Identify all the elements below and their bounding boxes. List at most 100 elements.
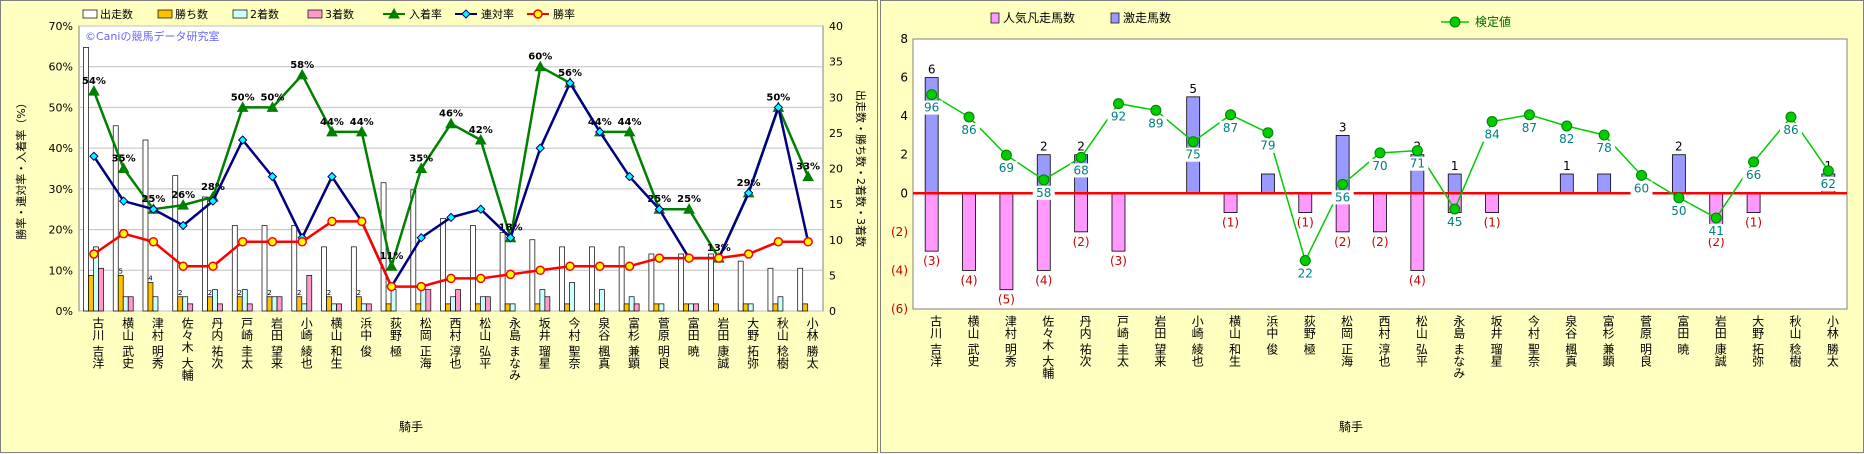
test-value-label: 22 bbox=[1298, 267, 1313, 281]
right-tick-label: 30 bbox=[829, 91, 843, 104]
bar-2着数 bbox=[331, 303, 337, 312]
point-検定値 bbox=[1225, 109, 1237, 121]
test-value-label-bg bbox=[1032, 185, 1055, 200]
test-value-label-bg bbox=[995, 161, 1018, 176]
bar-出走数 bbox=[172, 175, 179, 312]
bar-人気凡走馬数 bbox=[1298, 192, 1313, 213]
point-連対率 bbox=[773, 102, 784, 113]
point-勝率 bbox=[178, 261, 188, 271]
win-rate-chart-panel: 0% 10% 20% 30% 40% 50% 60% 70% 0 5 10 15 20 25 30 35 40 5… bbox=[0, 0, 878, 453]
legend-label: 激走馬数 bbox=[1123, 10, 1171, 25]
bar-人気凡走馬数 bbox=[1373, 192, 1387, 233]
bar-勝ち数 bbox=[147, 282, 154, 312]
bar-top-label: 2 bbox=[1077, 140, 1085, 154]
rate-data-label: 42% bbox=[469, 125, 493, 136]
point-検定値 bbox=[963, 111, 975, 123]
rate-data-label: 44% bbox=[320, 117, 344, 128]
x-axis-label: 騎手 bbox=[1339, 420, 1363, 434]
rate-data-label: 35% bbox=[112, 154, 136, 165]
bar-2着数 bbox=[658, 303, 665, 312]
jockey-label: 古川 吉洋 bbox=[929, 314, 943, 367]
point-入着率 bbox=[445, 117, 457, 129]
point-連対率 bbox=[208, 196, 218, 206]
bar-3着数 bbox=[127, 296, 134, 312]
jockey-label: 丹内 祐次 bbox=[210, 317, 224, 369]
bar-出走数 bbox=[797, 267, 804, 312]
bar-出走数 bbox=[559, 246, 565, 312]
jockey-label: 泉谷 楓真 bbox=[1564, 315, 1578, 368]
bar-count-label: 2 bbox=[238, 289, 242, 297]
tick-label: 6 bbox=[900, 71, 908, 85]
bar-出走数 bbox=[499, 232, 506, 312]
point-検定値 bbox=[1785, 111, 1797, 123]
bar-人気凡走馬数 bbox=[1223, 192, 1238, 213]
bar-勝ち数 bbox=[564, 303, 570, 312]
bar-激走馬数 bbox=[1261, 173, 1275, 194]
test-value-label: 62 bbox=[1821, 177, 1836, 191]
bar-bottom-label: (2) bbox=[1372, 235, 1389, 249]
bar-出走数 bbox=[380, 182, 387, 312]
jockey-label: 小崎 綾也 bbox=[1190, 315, 1204, 367]
test-value-label: 58 bbox=[1036, 186, 1051, 200]
bar-勝ち数 bbox=[207, 296, 213, 312]
rate-data-label: 54% bbox=[82, 76, 106, 87]
point-勝率 bbox=[386, 281, 397, 292]
right-axis-label: 出走数・勝ち数・2着数・3着数 bbox=[854, 90, 868, 247]
test-value-label-bg bbox=[1070, 163, 1093, 178]
jockey-label: 横山 武史 bbox=[966, 315, 980, 367]
right-tick-label: 35 bbox=[829, 56, 843, 69]
bar-出走数 bbox=[678, 253, 685, 312]
bar-出走数 bbox=[112, 125, 119, 312]
bar-出走数 bbox=[261, 225, 268, 312]
right-tick-label: 15 bbox=[829, 198, 843, 211]
bar-勝ち数 bbox=[623, 303, 630, 312]
legend-swatch bbox=[157, 9, 173, 19]
right-tick-label: 5 bbox=[829, 269, 836, 282]
test-value-label-bg bbox=[1667, 203, 1690, 218]
jockey-label: 永島 まなみ bbox=[508, 317, 522, 381]
jockey-label: 秋山 稔樹 bbox=[1788, 315, 1802, 367]
test-value-label-bg bbox=[1817, 176, 1840, 191]
bar-2着数 bbox=[599, 289, 605, 312]
test-value-label-bg bbox=[1182, 147, 1205, 162]
bar-勝ち数 bbox=[772, 303, 779, 312]
tick-label: (6) bbox=[891, 302, 908, 316]
legend-marker bbox=[388, 7, 400, 19]
bar-出走数 bbox=[589, 246, 595, 312]
rate-data-label: 44% bbox=[350, 117, 374, 128]
bar-勝ち数 bbox=[474, 303, 481, 312]
point-検定値 bbox=[1150, 104, 1162, 116]
jockey-label: 佐々木 大輔 bbox=[1041, 315, 1055, 380]
bar-bottom-label: (2) bbox=[1334, 235, 1351, 249]
bar-勝ち数 bbox=[326, 296, 332, 312]
bar-3着数 bbox=[484, 296, 491, 312]
bar-2着数 bbox=[777, 296, 784, 312]
test-value-label-bg bbox=[958, 123, 981, 138]
bar-top-label: 1 bbox=[1451, 159, 1459, 173]
bar-勝ち数 bbox=[385, 303, 392, 312]
bar-3着数 bbox=[633, 303, 640, 312]
rate-data-label: 25% bbox=[141, 194, 165, 205]
jockey-label: 秋山 稔樹 bbox=[775, 317, 789, 369]
test-value-label: 86 bbox=[961, 123, 976, 137]
point-勝率 bbox=[118, 228, 129, 239]
bar-人気凡走馬数 bbox=[1410, 192, 1425, 271]
rate-data-label: 29% bbox=[737, 178, 761, 189]
tick-label: 0 bbox=[900, 186, 908, 200]
test-value-label: 87 bbox=[1223, 121, 1238, 135]
test-value-label-bg bbox=[1443, 214, 1466, 229]
legend-label: 連対率 bbox=[481, 7, 514, 21]
bar-激走馬数 bbox=[1447, 173, 1462, 194]
left-tick-label: 70% bbox=[49, 20, 73, 33]
bar-出走数 bbox=[737, 260, 744, 312]
legend-swatch bbox=[232, 9, 248, 19]
jockey-label: 泉谷 楓真 bbox=[597, 317, 611, 370]
bar-人気凡走馬数 bbox=[999, 192, 1014, 291]
jockey-label: 岩田 康誠 bbox=[716, 316, 730, 370]
bar-勝ち数 bbox=[653, 303, 660, 312]
bar-count-label: 2 bbox=[357, 289, 361, 297]
bar-3着数 bbox=[98, 267, 104, 312]
bar-2着数 bbox=[271, 296, 278, 312]
bar-勝ち数 bbox=[266, 296, 273, 312]
bar-3着数 bbox=[544, 296, 551, 312]
